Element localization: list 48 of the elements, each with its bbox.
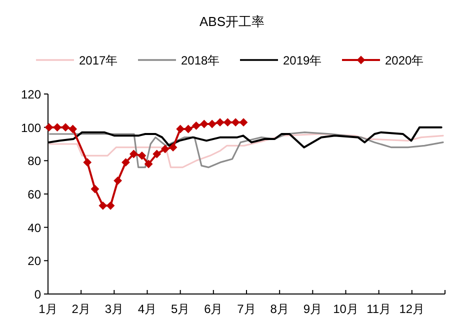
- y-tick-label: 20: [28, 254, 42, 268]
- x-tick-label: 8月: [270, 302, 289, 316]
- point: [61, 123, 70, 132]
- point: [144, 160, 153, 168]
- x-tick-label: 2月: [72, 302, 90, 316]
- y-tick-label: 100: [20, 120, 42, 135]
- x-tick-label: 10月: [333, 302, 358, 316]
- point: [129, 150, 138, 158]
- x-tick-label: 11月: [366, 302, 392, 316]
- point: [152, 150, 162, 158]
- x-tick-label: 3月: [104, 302, 124, 316]
- point: [90, 184, 100, 194]
- point: [200, 120, 208, 128]
- x-tick-label: 4月: [138, 302, 157, 316]
- point: [68, 124, 78, 134]
- point: [138, 151, 146, 160]
- point: [231, 118, 240, 127]
- legend-label: 2019年: [283, 54, 322, 68]
- y-tick-label: 60: [28, 188, 42, 202]
- x-tick-label: 9月: [303, 302, 322, 316]
- y-tick-label: 120: [20, 88, 42, 102]
- point: [208, 120, 216, 128]
- point: [114, 176, 122, 185]
- point: [184, 124, 192, 134]
- point: [239, 118, 248, 127]
- x-tick-label: 5月: [170, 302, 190, 316]
- x-tick-label: 6月: [204, 302, 223, 316]
- y-tick-label: 80: [28, 154, 42, 168]
- x-tick-label: 1月: [38, 302, 58, 316]
- y-tick-label: 40: [28, 220, 42, 235]
- point: [160, 144, 170, 154]
- point: [216, 118, 224, 127]
- title: ABS开工率: [200, 14, 264, 29]
- point: [122, 158, 130, 167]
- point: [106, 201, 115, 210]
- legend-label: 2017年: [79, 54, 118, 68]
- point: [223, 118, 232, 127]
- point: [192, 121, 200, 130]
- x-tick-label: 12月: [399, 302, 425, 316]
- y-tick-label: 0: [34, 288, 42, 302]
- point: [98, 201, 108, 210]
- point: [168, 143, 178, 152]
- x-tick-label: 7月: [237, 302, 256, 316]
- point: [44, 123, 54, 132]
- point: [53, 123, 62, 132]
- point: [83, 158, 92, 167]
- legend-label: 2018年: [181, 54, 220, 68]
- legend-label: 2020年: [385, 54, 424, 68]
